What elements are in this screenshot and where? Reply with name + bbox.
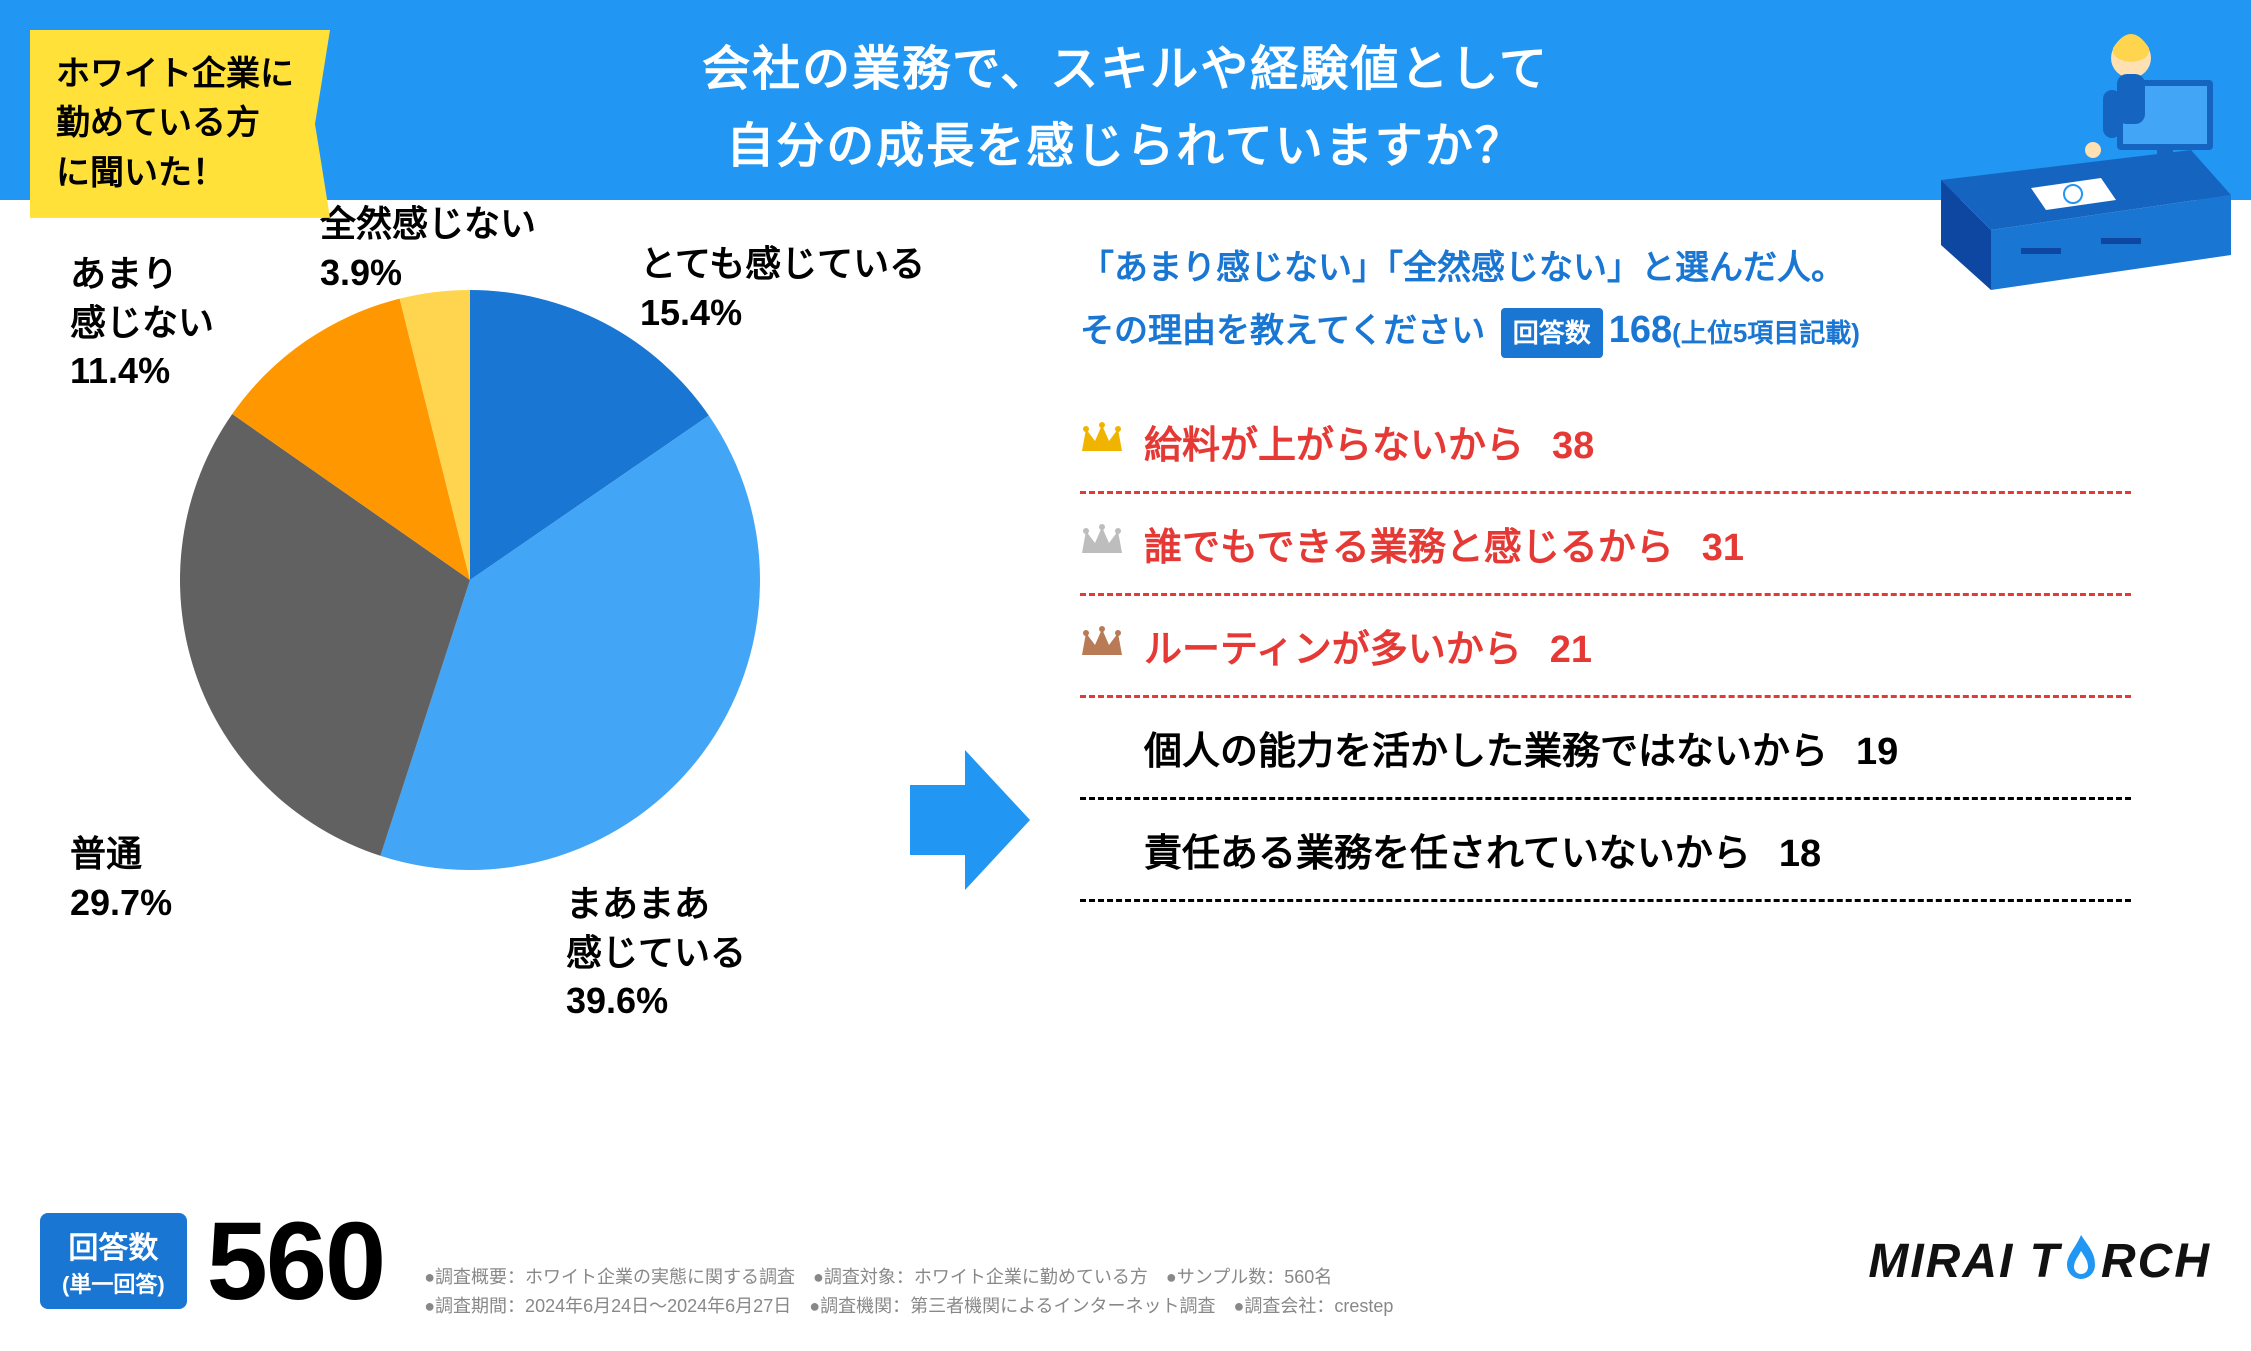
meta-line-2: ●調査期間：2024年6月24日〜2024年6月27日 ●調査機関：第三者機関に… (424, 1292, 1868, 1321)
pie-label-not-at-all: 全然感じない 3.9% (320, 200, 536, 297)
desk-illustration (1931, 20, 2231, 300)
pie-label-moderate: まあまあ 感じている 39.6% (566, 880, 746, 1026)
reason-text: ルーティンが多いから21 (1144, 618, 2131, 673)
crown-icon (1080, 625, 1124, 666)
reason-text: 誰でもできる業務と感じるから31 (1144, 516, 2131, 571)
reason-value: 31 (1702, 527, 1744, 569)
reason-text: 個人の能力を活かした業務ではないから19 (1144, 720, 2131, 775)
title-line-1: 会社の業務で、スキルや経験値として (702, 43, 1549, 96)
reason-divider (1080, 899, 2131, 902)
main-question: 会社の業務で、スキルや経験値として 自分の成長を感じられていますか？ (0, 0, 2251, 186)
title-line-2: 自分の成長を感じられていますか？ (726, 120, 1525, 173)
pie-label-very: とても感じている 15.4% (640, 240, 925, 337)
flame-icon (2061, 1233, 2101, 1281)
total-response-number: 560 (207, 1198, 385, 1325)
infographic-canvas: 会社の業務で、スキルや経験値として 自分の成長を感じられていますか？ ホワイト企… (0, 0, 2251, 1351)
content-area: とても感じている 15.4% まあまあ 感じている 39.6% 普通 29.7%… (40, 220, 2211, 1191)
reasons-sub-note: (上位5項目記載) (1672, 318, 1860, 348)
reason-list: 給料が上がらないから38 誰でもできる業務と感じるから31 ルーティンが多いから21… (1080, 392, 2131, 902)
ribbon-line-1: ホワイト企業に (56, 55, 294, 93)
reason-value: 21 (1550, 629, 1592, 671)
ribbon-line-3: に聞いた！ (56, 154, 226, 192)
logo-text: MIRAI TRCH (1868, 1233, 2211, 1289)
arrow-icon (910, 750, 1030, 890)
reason-item: 給料が上がらないから38 (1080, 392, 2131, 491)
pie-label-normal: 普通 29.7% (70, 830, 172, 927)
header-band: 会社の業務で、スキルや経験値として 自分の成長を感じられていますか？ (0, 0, 2251, 200)
reason-text: 給料が上がらないから38 (1144, 414, 2131, 469)
crown-icon (1080, 421, 1124, 462)
pie-chart-container: とても感じている 15.4% まあまあ 感じている 39.6% 普通 29.7%… (40, 220, 940, 1191)
reason-item: 責任ある業務を任されていないから18 (1080, 800, 2131, 899)
response-count: 168 (1609, 309, 1672, 351)
survey-meta: ●調査概要：ホワイト企業の実態に関する調査 ●調査対象：ホワイト企業に勤めている… (384, 1263, 1868, 1331)
reason-value: 19 (1856, 731, 1898, 773)
response-count-badge: 回答数 (1501, 308, 1603, 358)
reason-item: 誰でもできる業務と感じるから31 (1080, 494, 2131, 593)
reason-item: 個人の能力を活かした業務ではないから19 (1080, 698, 2131, 797)
reasons-head-line2: その理由を教えてください 回答数168(上位5項目記載) (1080, 298, 2131, 363)
total-response-badge: 回答数 (単一回答) (40, 1213, 187, 1309)
pie-chart (170, 280, 770, 880)
meta-line-1: ●調査概要：ホワイト企業の実態に関する調査 ●調査対象：ホワイト企業に勤めている… (424, 1263, 1868, 1292)
audience-ribbon: ホワイト企業に 勤めている方 に聞いた！ (30, 30, 330, 218)
reasons-panel: 「あまり感じない」「全然感じない」と選んだ人。 その理由を教えてください 回答数… (940, 220, 2211, 1191)
reason-item: ルーティンが多いから21 (1080, 596, 2131, 695)
reason-text: 責任ある業務を任されていないから18 (1144, 822, 2131, 877)
pie-label-not-much: あまり 感じない 11.4% (70, 250, 214, 396)
reason-value: 18 (1779, 833, 1821, 875)
ribbon-line-2: 勤めている方 (56, 104, 260, 142)
footer: 回答数 (単一回答) 560 ●調査概要：ホワイト企業の実態に関する調査 ●調査… (40, 1191, 2211, 1331)
brand-logo: MIRAI TRCH (1868, 1233, 2211, 1289)
reason-value: 38 (1552, 425, 1594, 467)
crown-icon (1080, 523, 1124, 564)
